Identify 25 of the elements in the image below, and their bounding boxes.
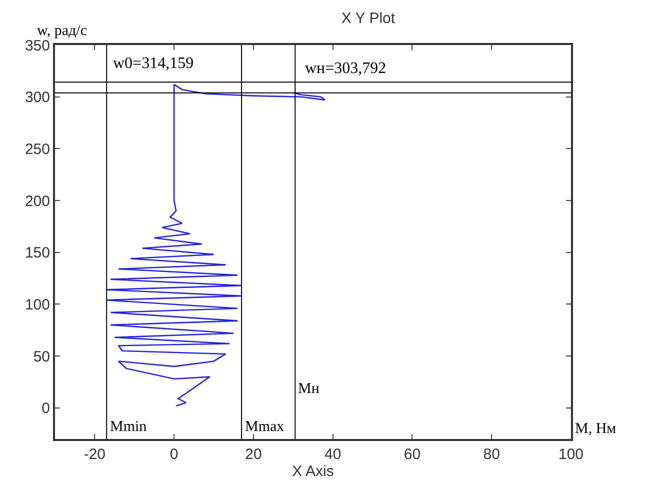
ref-line-label: wн=303,792 (305, 60, 386, 77)
x-tick-label: 20 (245, 446, 262, 463)
y-tick-label: 250 (24, 140, 50, 158)
x-tick-label: 80 (483, 446, 500, 463)
y-tick-label: 350 (24, 37, 50, 54)
x-tick-label: 60 (404, 446, 421, 463)
y-tick-label: 100 (24, 296, 50, 314)
y-tick-label: 50 (33, 348, 50, 366)
y-tick-label: 200 (24, 192, 50, 210)
ref-line-label: Mmax (245, 419, 285, 435)
y-tick-label: 150 (24, 244, 50, 262)
chart-title: X Y Plot (341, 10, 396, 27)
y-tick-label: 300 (24, 89, 50, 106)
ref-line-label: Mmin (110, 419, 148, 435)
line-series (106, 84, 326, 406)
ref-line-label: Mн (298, 381, 320, 397)
x-tick-label: 100 (558, 446, 584, 463)
x-tick-label: 0 (170, 446, 178, 463)
x-axis-title: X Axis (292, 463, 334, 480)
x-tick-label: -20 (84, 446, 106, 463)
x-tick-label: 40 (324, 446, 342, 463)
text: M, Нм (575, 421, 617, 437)
ref-line-label: w0=314,159 (113, 55, 194, 72)
y-axis-title: w, рад/с (37, 23, 88, 39)
y-tick-label: 0 (42, 400, 50, 418)
